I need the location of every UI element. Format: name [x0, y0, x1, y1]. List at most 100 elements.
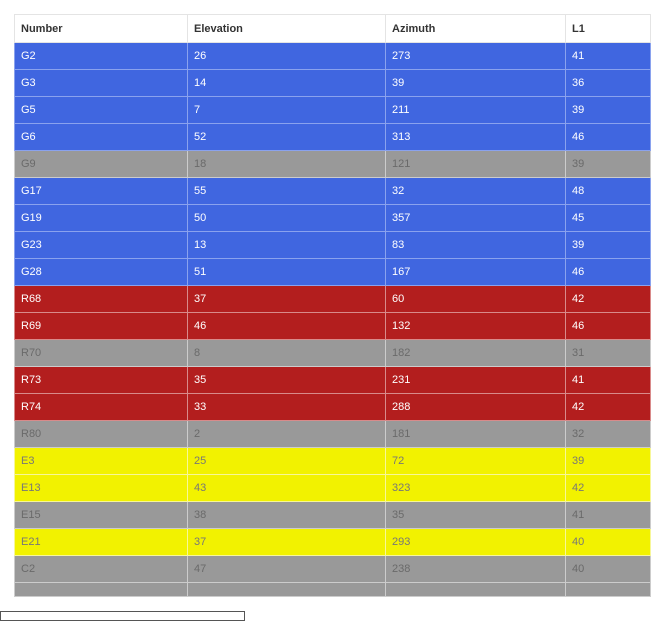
cell-l1: 39 [565, 150, 651, 178]
cell-elevation: 26 [187, 42, 386, 70]
cell-number: R74 [14, 393, 188, 421]
cell-l1: 46 [565, 258, 651, 286]
cell-l1: 39 [565, 447, 651, 475]
cell-azimuth: 273 [385, 42, 566, 70]
cell-azimuth: 83 [385, 231, 566, 259]
cell-l1: 40 [565, 528, 651, 556]
cell-l1: 31 [565, 339, 651, 367]
cell-azimuth: 181 [385, 420, 566, 448]
table-row[interactable]: R80 2 181 32 [14, 420, 651, 448]
table-row[interactable]: R69 46 132 46 [14, 312, 651, 340]
cell-elevation: 47 [187, 555, 386, 583]
table-row[interactable]: R68 37 60 42 [14, 285, 651, 313]
column-header-l1[interactable]: L1 [565, 14, 651, 43]
cell-elevation: 35 [187, 366, 386, 394]
table-row[interactable]: E15 38 35 41 [14, 501, 651, 529]
cell-number: G17 [14, 177, 188, 205]
table-row[interactable]: G28 51 167 46 [14, 258, 651, 286]
cell-elevation: 7 [187, 96, 386, 124]
cell-azimuth: 323 [385, 474, 566, 502]
cell-azimuth: 313 [385, 123, 566, 151]
table-row[interactable]: G2 26 273 41 [14, 42, 651, 70]
cell-elevation: 8 [187, 339, 386, 367]
table-row[interactable]: E3 25 72 39 [14, 447, 651, 475]
cell-l1: 46 [565, 123, 651, 151]
cell-azimuth: 288 [385, 393, 566, 421]
column-header-azimuth[interactable]: Azimuth [385, 14, 566, 43]
cell-azimuth: 72 [385, 447, 566, 475]
table-row-partial [14, 582, 651, 597]
cell-number: R69 [14, 312, 188, 340]
cell-elevation: 37 [187, 528, 386, 556]
cell-elevation: 46 [187, 312, 386, 340]
cell-elevation: 25 [187, 447, 386, 475]
satellite-table-container: Number Elevation Azimuth L1 G2 26 273 41 G3 1… [14, 14, 651, 597]
bottom-panel [0, 611, 245, 621]
table-row[interactable]: E21 37 293 40 [14, 528, 651, 556]
cell-elevation: 43 [187, 474, 386, 502]
table-row[interactable]: R74 33 288 42 [14, 393, 651, 421]
column-header-number[interactable]: Number [14, 14, 188, 43]
table-row[interactable]: C2 47 238 40 [14, 555, 651, 583]
cell-l1: 41 [565, 42, 651, 70]
cell-l1: 39 [565, 231, 651, 259]
satellite-table: Number Elevation Azimuth L1 G2 26 273 41 G3 1… [14, 14, 651, 597]
cell-l1: 42 [565, 393, 651, 421]
table-row[interactable]: G9 18 121 39 [14, 150, 651, 178]
cell-azimuth: 238 [385, 555, 566, 583]
cell-elevation: 38 [187, 501, 386, 529]
cell-azimuth: 182 [385, 339, 566, 367]
column-header-elevation[interactable]: Elevation [187, 14, 386, 43]
table-header-row: Number Elevation Azimuth L1 [14, 14, 651, 43]
cell-azimuth: 121 [385, 150, 566, 178]
table-row[interactable]: G19 50 357 45 [14, 204, 651, 232]
cell-elevation: 18 [187, 150, 386, 178]
cell-elevation: 55 [187, 177, 386, 205]
cell-l1: 41 [565, 501, 651, 529]
table-row[interactable]: G5 7 211 39 [14, 96, 651, 124]
table-row[interactable]: E13 43 323 42 [14, 474, 651, 502]
cell-l1: 42 [565, 474, 651, 502]
cell-number: E3 [14, 447, 188, 475]
cell-azimuth: 211 [385, 96, 566, 124]
cell-empty [565, 582, 651, 597]
cell-empty [385, 582, 566, 597]
cell-elevation: 51 [187, 258, 386, 286]
cell-l1: 40 [565, 555, 651, 583]
cell-number: E15 [14, 501, 188, 529]
cell-azimuth: 231 [385, 366, 566, 394]
cell-number: G2 [14, 42, 188, 70]
table-row[interactable]: G3 14 39 36 [14, 69, 651, 97]
cell-elevation: 33 [187, 393, 386, 421]
cell-azimuth: 132 [385, 312, 566, 340]
cell-number: G5 [14, 96, 188, 124]
table-row[interactable]: G23 13 83 39 [14, 231, 651, 259]
cell-l1: 42 [565, 285, 651, 313]
cell-number: E21 [14, 528, 188, 556]
cell-number: R80 [14, 420, 188, 448]
table-row[interactable]: G6 52 313 46 [14, 123, 651, 151]
cell-number: G28 [14, 258, 188, 286]
cell-number: C2 [14, 555, 188, 583]
cell-l1: 48 [565, 177, 651, 205]
table-row[interactable]: R73 35 231 41 [14, 366, 651, 394]
cell-azimuth: 32 [385, 177, 566, 205]
cell-elevation: 52 [187, 123, 386, 151]
cell-number: G6 [14, 123, 188, 151]
table-row[interactable]: G17 55 32 48 [14, 177, 651, 205]
cell-number: G19 [14, 204, 188, 232]
cell-l1: 32 [565, 420, 651, 448]
cell-l1: 41 [565, 366, 651, 394]
cell-empty [187, 582, 386, 597]
cell-l1: 45 [565, 204, 651, 232]
cell-azimuth: 167 [385, 258, 566, 286]
cell-azimuth: 60 [385, 285, 566, 313]
cell-azimuth: 35 [385, 501, 566, 529]
cell-elevation: 37 [187, 285, 386, 313]
cell-number: R70 [14, 339, 188, 367]
cell-l1: 36 [565, 69, 651, 97]
cell-number: G23 [14, 231, 188, 259]
cell-elevation: 13 [187, 231, 386, 259]
table-row[interactable]: R70 8 182 31 [14, 339, 651, 367]
cell-number: R68 [14, 285, 188, 313]
